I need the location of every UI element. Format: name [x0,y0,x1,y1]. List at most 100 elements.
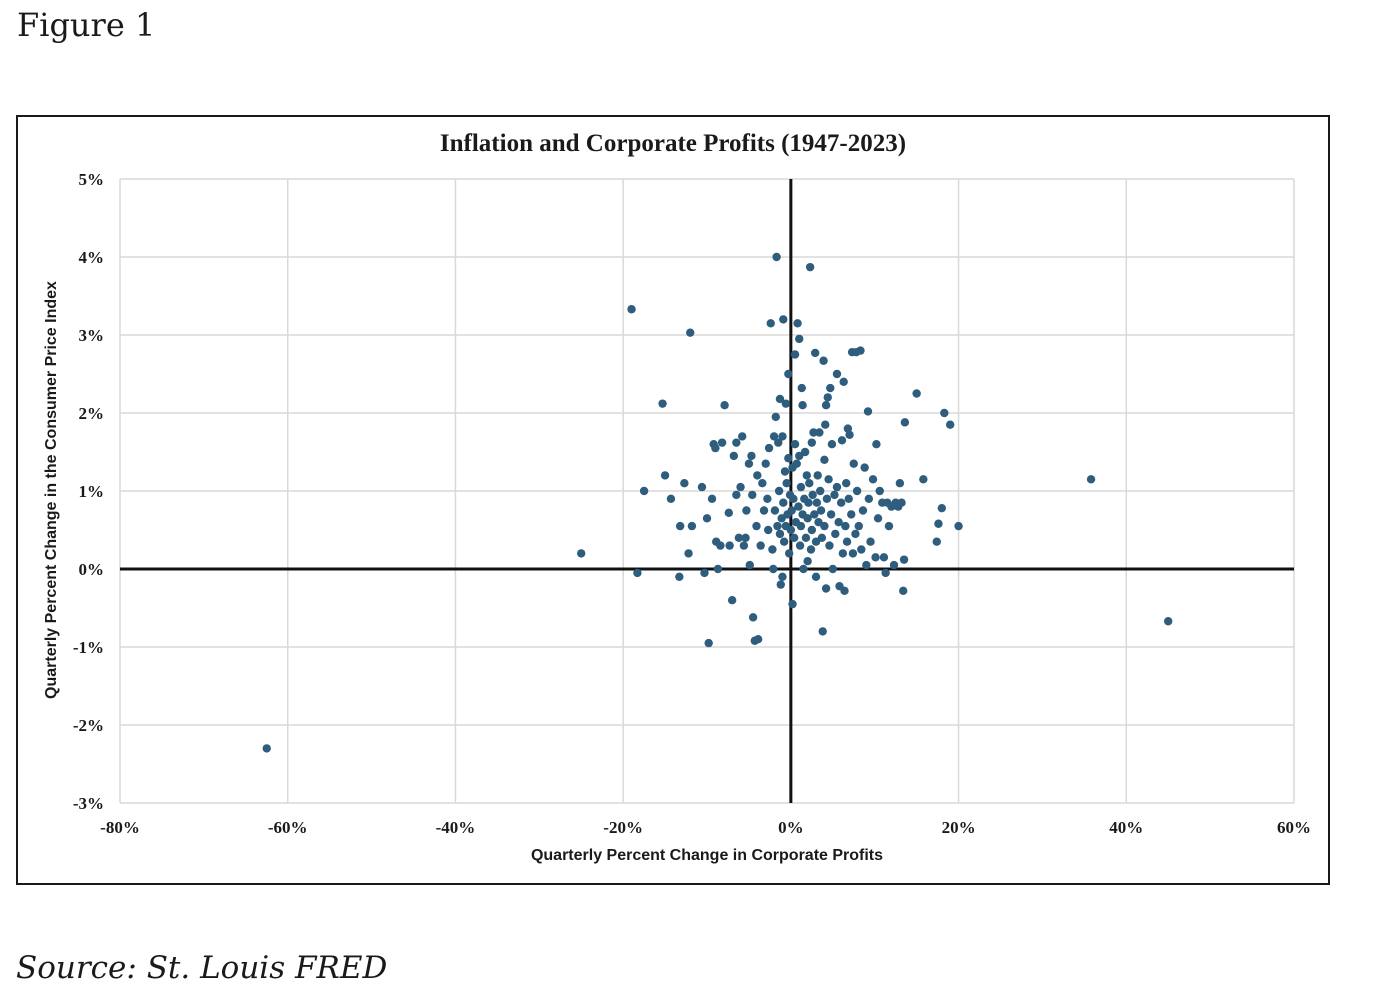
scatter-point [937,503,946,513]
scatter-point [847,510,856,519]
scatter-point [779,498,788,507]
scatter-point [794,502,803,511]
x-axis-label: Quarterly Percent Change in Corporate Pr… [531,847,883,864]
figure-label: Figure 1 [17,6,156,44]
scatter-point [666,494,676,503]
scatter-point [840,586,849,596]
scatter-point [796,521,806,531]
scatter-point [825,541,834,550]
scatter-point [725,541,734,550]
scatter-point [769,432,779,441]
scatter-point [817,533,827,542]
scatter-point [842,479,851,488]
scatter-point [934,519,943,528]
scatter-point [803,514,812,523]
scatter-point [752,521,761,531]
scatter-point [707,494,717,503]
scatter-point [790,533,799,542]
scatter-point [821,584,831,593]
y-tick-label: 0% [79,560,105,579]
scatter-point [820,455,829,464]
y-tick-label: -3% [73,794,104,813]
scatter-point [729,451,739,461]
scatter-point [805,262,815,272]
scatter-point [815,428,824,437]
scatter-point [836,498,846,507]
scatter-point [800,447,810,457]
scatter-point [919,475,928,484]
scatter-point [816,506,826,515]
scatter-point [771,412,780,422]
x-tick-label: -20% [603,818,643,837]
scatter-point [841,521,850,531]
scatter-point [675,521,685,531]
scatter-point [745,560,754,570]
scatter-point [787,506,796,515]
scatter-point [748,490,757,500]
scatter-point [872,440,881,449]
scatter-point [806,545,816,554]
scatter-point [766,319,775,328]
scatter-point [899,555,909,564]
scatter-point [724,508,734,518]
scatter-point [720,401,729,410]
scatter-point [862,560,871,570]
scatter-point [796,482,806,492]
scatter-point [702,514,712,523]
scatter-point [899,586,908,596]
scatter-point [772,252,781,262]
scatter-point [774,486,784,496]
scatter-point [830,490,839,500]
scatter-point [747,451,756,461]
scatter-point [856,346,865,355]
scatter-point [704,638,713,648]
scatter-point [784,454,793,463]
scatter-point [838,549,848,558]
scatter-point [742,506,751,515]
scatter-point [954,521,963,531]
scatter-point [761,459,770,468]
scatter-point [658,399,667,408]
scatter-point [1164,617,1173,626]
scatter-point [739,541,749,550]
scatter-point [809,428,818,437]
scatter-point [734,533,744,542]
scatter-point [808,490,817,500]
scatter-point [848,549,858,558]
scatter-point [680,479,689,488]
scatter-point [738,432,747,441]
scatter-point [697,482,707,492]
tick-labels: -80% -60% -40% -20% 0% 20% 40% 60% -3% -2% -1% 0% 1%… [73,170,1311,837]
scatter-point [700,568,709,578]
scatter-point [687,521,697,531]
scatter-point [769,564,778,574]
scatter-point [748,613,758,622]
scatter-point [660,471,670,480]
grid-lines [119,178,1295,804]
scatter-point [803,557,812,566]
scatter-point [799,564,808,574]
data-points [262,252,1173,753]
scatter-chart: -80% -60% -40% -20% 0% 20% 40% 60% -3% -2% -1% 0% 1%… [43,130,1311,864]
scatter-point [824,475,833,484]
scatter-point [826,383,835,393]
scatter-point [711,443,720,453]
scatter-point [758,479,767,488]
scatter-point [881,568,890,578]
scatter-point [784,369,793,379]
y-tick-label: 5% [79,170,105,189]
scatter-point [832,482,842,492]
y-tick-label: -2% [73,716,104,735]
scatter-point [802,471,811,480]
scatter-point [713,564,723,574]
scatter-point [801,533,811,542]
scatter-point [839,377,848,386]
scatter-point [858,506,868,515]
scatter-point [823,393,832,402]
scatter-point [821,401,831,410]
scatter-point [831,529,840,539]
scatter-point [879,553,889,562]
scatter-point [633,568,642,578]
scatter-point [845,430,854,440]
scatter-point [753,635,763,644]
